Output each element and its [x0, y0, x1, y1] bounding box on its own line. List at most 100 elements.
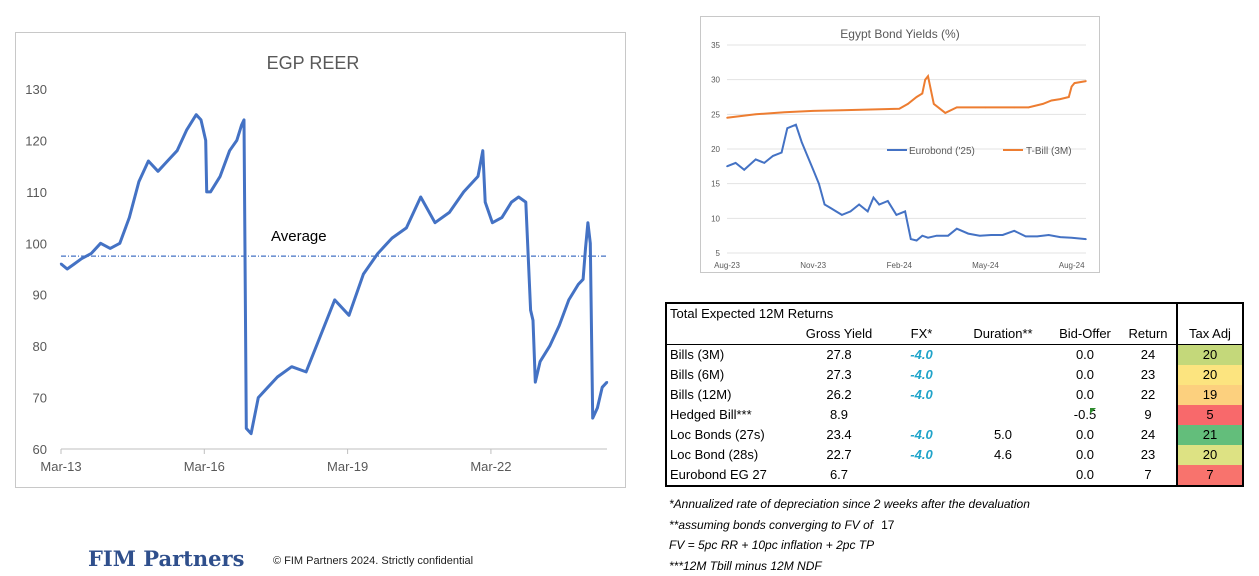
cell-duration: [956, 365, 1050, 385]
y-tick-label: 5: [716, 249, 721, 258]
tbill-data-point: [870, 109, 872, 111]
header-tax-adj: Tax Adj: [1177, 324, 1243, 345]
cell-duration: [956, 345, 1050, 366]
reer-average-label: Average: [271, 228, 327, 245]
x-tick-label: Aug-23: [714, 261, 740, 270]
eurobond-data-point: [764, 162, 766, 164]
reer-data-point: [582, 278, 584, 280]
eurobond-data-point: [835, 211, 837, 213]
cell-bid-offer: 0.0: [1050, 425, 1120, 445]
cell-tax-adj: 7: [1177, 465, 1243, 486]
reer-data-point: [482, 150, 484, 152]
y-tick-label: 100: [25, 236, 47, 251]
table-header-row: Gross Yield FX* Duration** Bid-Offer Ret…: [666, 324, 1243, 345]
reer-data-point: [568, 299, 570, 301]
eurobond-data-point: [841, 214, 843, 216]
header-fx: FX*: [887, 324, 956, 345]
eurobond-data-point: [916, 240, 918, 242]
reer-data-point: [534, 381, 536, 383]
x-tick-label: Mar-22: [470, 459, 511, 474]
reer-data-point: [548, 345, 550, 347]
reer-data-point: [73, 263, 75, 265]
returns-table: Total Expected 12M Returns Gross Yield F…: [665, 302, 1244, 487]
eurobond-data-point: [1013, 230, 1015, 232]
x-tick-label: May-24: [972, 261, 999, 270]
cell-name: Bills (6M): [666, 365, 791, 385]
eurobond-data-point: [1002, 234, 1004, 236]
cell-bid-offer: 0.0: [1050, 445, 1120, 465]
reer-series-line: [61, 115, 607, 434]
tbill-data-point: [1051, 100, 1053, 102]
cell-return: 22: [1120, 385, 1177, 405]
tbill-data-point: [927, 75, 929, 77]
reer-data-point: [60, 263, 62, 265]
legend-tbill: T-Bill (3M): [1026, 146, 1072, 157]
eurobond-data-point: [812, 169, 814, 171]
eurobond-data-point: [887, 200, 889, 202]
header-gross-yield: Gross Yield: [791, 324, 887, 345]
y-tick-label: 110: [26, 185, 47, 200]
cell-name: Loc Bond (28s): [666, 445, 791, 465]
table-title-row: Total Expected 12M Returns: [666, 303, 1243, 324]
tbill-series-line: [727, 76, 1086, 118]
fv-value: 17: [881, 518, 894, 532]
reer-data-point: [532, 319, 534, 321]
tbill-data-point: [1085, 80, 1087, 82]
cell-tax-adj: 21: [1177, 425, 1243, 445]
x-tick-label: Mar-16: [184, 459, 225, 474]
tbill-data-point: [1028, 107, 1030, 109]
reer-data-point: [606, 381, 608, 383]
eurobond-data-point: [818, 183, 820, 185]
reer-data-point: [245, 427, 247, 429]
reer-data-point: [391, 237, 393, 239]
tbill-data-point: [726, 117, 728, 119]
note-fx: *Annualized rate of depreciation since 2…: [669, 494, 1030, 515]
cell-gross-yield: 6.7: [791, 465, 887, 486]
y-tick-label: 90: [33, 288, 47, 303]
y-tick-label: 130: [25, 82, 47, 97]
reer-data-point: [420, 196, 422, 198]
cell-bid-offer: 0.0: [1050, 365, 1120, 385]
tbill-data-point: [1068, 96, 1070, 98]
eurobond-data-point: [873, 197, 875, 199]
tbill-data-point: [985, 107, 987, 109]
reer-data-point: [209, 191, 211, 193]
reer-data-point: [591, 417, 593, 419]
y-tick-label: 10: [711, 214, 720, 223]
reer-data-point: [539, 360, 541, 362]
reer-data-point: [166, 160, 168, 162]
tbill-data-point: [899, 108, 901, 110]
eurobond-data-point: [850, 211, 852, 213]
cell-tax-adj: 20: [1177, 345, 1243, 366]
cell-return: 7: [1120, 465, 1177, 486]
tbill-data-point: [921, 93, 923, 95]
cell-gross-yield: 22.7: [791, 445, 887, 465]
tbill-data-point: [956, 107, 958, 109]
reer-data-point: [219, 175, 221, 177]
cell-return: 24: [1120, 425, 1177, 445]
cell-duration: [956, 405, 1050, 425]
cell-gross-yield: 27.8: [791, 345, 887, 366]
reer-data-point: [305, 371, 307, 373]
eurobond-data-point: [801, 141, 803, 143]
reer-data-point: [80, 258, 82, 260]
reer-data-point: [66, 268, 68, 270]
reer-data-point: [517, 196, 519, 198]
y-tick-label: 25: [711, 110, 720, 119]
table-notes: *Annualized rate of depreciation since 2…: [669, 494, 1030, 576]
eurobond-data-point: [947, 235, 949, 237]
eurobond-data-point: [956, 228, 958, 230]
y-tick-label: 35: [711, 41, 720, 50]
reer-data-point: [243, 119, 245, 121]
tbill-data-point: [1059, 98, 1061, 100]
cell-fx: -4.0: [887, 445, 956, 465]
x-tick-label: Nov-23: [800, 261, 826, 270]
note-fv: FV = 5pc RR + 10pc inflation + 2pc TP: [669, 535, 1030, 556]
eurobond-data-point: [990, 234, 992, 236]
tbill-data-point: [1074, 82, 1076, 84]
